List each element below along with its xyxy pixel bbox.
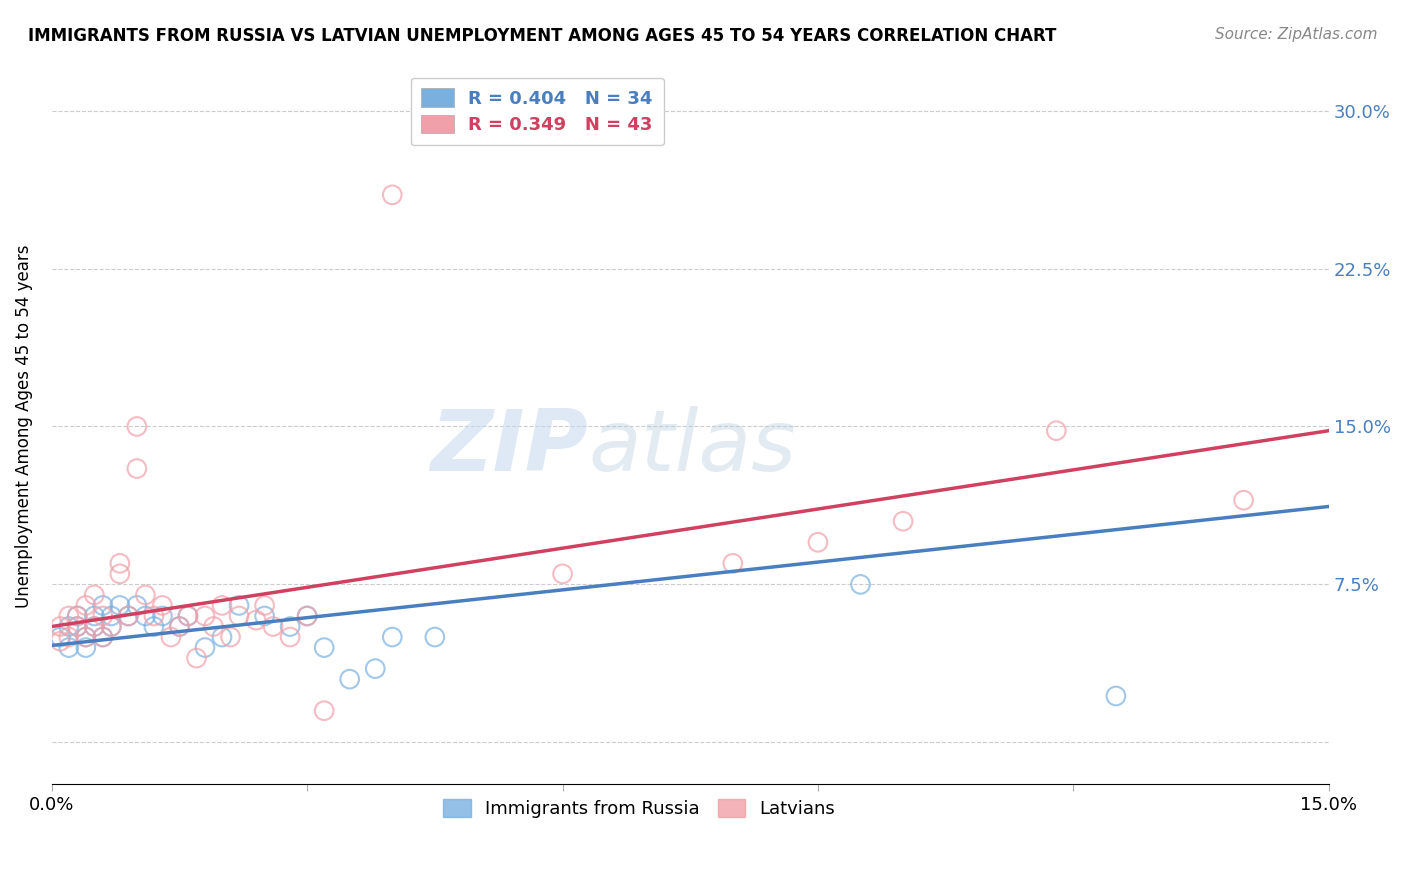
Point [278, 619, 301, 633]
Legend: Immigrants from Russia, Latvians: Immigrants from Russia, Latvians [436, 792, 842, 825]
Point [49, 630, 72, 644]
Point [49, 619, 72, 633]
Point [75, 640, 97, 655]
Point [152, 599, 174, 613]
Point [219, 630, 242, 644]
Point [83, 609, 105, 624]
Point [169, 619, 191, 633]
Point [314, 704, 336, 718]
Point [58, 640, 80, 655]
Y-axis label: Unemployment Among Ages 45 to 54 years: Unemployment Among Ages 45 to 54 years [15, 244, 32, 608]
Point [125, 599, 148, 613]
Point [66, 609, 89, 624]
Point [849, 577, 872, 591]
Point [91, 630, 114, 644]
Point [339, 672, 361, 686]
Point [381, 630, 404, 644]
Point [83, 588, 105, 602]
Point [142, 619, 165, 633]
Point [314, 640, 336, 655]
Text: ZIP: ZIP [430, 407, 588, 490]
Point [134, 609, 156, 624]
Point [381, 187, 404, 202]
Point [83, 619, 105, 633]
Point [253, 609, 276, 624]
Point [364, 662, 387, 676]
Point [108, 557, 131, 571]
Point [169, 619, 191, 633]
Text: Source: ZipAtlas.com: Source: ZipAtlas.com [1215, 27, 1378, 42]
Point [423, 630, 446, 644]
Point [100, 619, 122, 633]
Point [551, 566, 574, 581]
Point [100, 609, 122, 624]
Point [245, 613, 267, 627]
Text: IMMIGRANTS FROM RUSSIA VS LATVIAN UNEMPLOYMENT AMONG AGES 45 TO 54 YEARS CORRELA: IMMIGRANTS FROM RUSSIA VS LATVIAN UNEMPL… [28, 27, 1056, 45]
Point [83, 619, 105, 633]
Point [134, 588, 156, 602]
Point [117, 609, 139, 624]
Point [66, 609, 89, 624]
Point [211, 599, 233, 613]
Point [66, 619, 89, 633]
Point [228, 599, 250, 613]
Point [177, 609, 200, 624]
Point [295, 609, 318, 624]
Point [125, 461, 148, 475]
Text: atlas: atlas [588, 407, 796, 490]
Point [721, 557, 744, 571]
Point [891, 514, 914, 528]
Point [75, 630, 97, 644]
Point [160, 630, 183, 644]
Point [186, 651, 208, 665]
Point [253, 599, 276, 613]
Point [1045, 424, 1067, 438]
Point [194, 609, 217, 624]
Point [75, 630, 97, 644]
Point [1233, 493, 1256, 508]
Point [58, 619, 80, 633]
Point [58, 630, 80, 644]
Point [100, 619, 122, 633]
Point [295, 609, 318, 624]
Point [177, 609, 200, 624]
Point [75, 599, 97, 613]
Point [91, 599, 114, 613]
Point [1105, 689, 1128, 703]
Point [228, 609, 250, 624]
Point [91, 609, 114, 624]
Point [108, 566, 131, 581]
Point [194, 640, 217, 655]
Point [152, 609, 174, 624]
Point [142, 609, 165, 624]
Point [58, 609, 80, 624]
Point [807, 535, 830, 549]
Point [117, 609, 139, 624]
Point [202, 619, 225, 633]
Point [262, 619, 284, 633]
Point [108, 599, 131, 613]
Point [91, 630, 114, 644]
Point [49, 634, 72, 648]
Point [211, 630, 233, 644]
Point [278, 630, 301, 644]
Point [66, 619, 89, 633]
Point [125, 419, 148, 434]
